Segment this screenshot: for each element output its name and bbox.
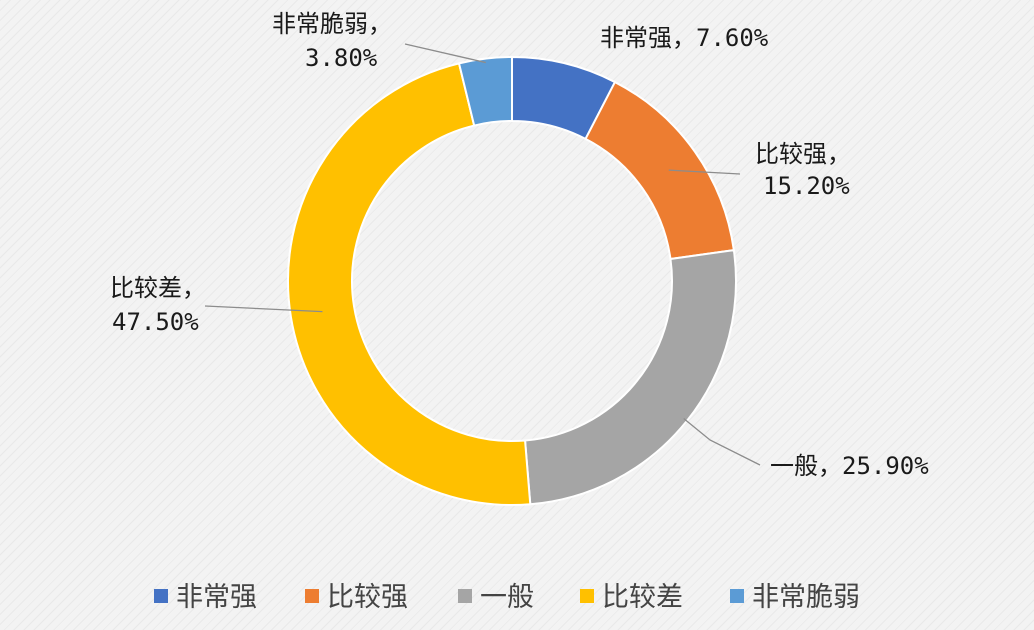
legend-label-average: 一般 bbox=[480, 582, 534, 613]
donut-slices bbox=[287, 55, 737, 506]
data-label-strong-value: 15.20% bbox=[763, 172, 850, 200]
leader-line-strong bbox=[668, 169, 741, 175]
legend-label-very-fragile: 非常脆弱 bbox=[752, 582, 860, 613]
data-label-strong: 比较强， bbox=[755, 140, 851, 168]
legend-label-strong: 比较强 bbox=[327, 582, 408, 613]
data-label-very-strong: 非常强，7.60% bbox=[600, 24, 769, 52]
data-label-poor: 比较差， bbox=[110, 274, 206, 302]
leader-line-average bbox=[683, 418, 761, 466]
legend-swatch-strong bbox=[305, 589, 319, 603]
data-label-poor-value: 47.50% bbox=[112, 308, 199, 336]
leader-line-poor bbox=[204, 305, 323, 313]
data-label-average: 一般，25.90% bbox=[770, 452, 929, 480]
data-labels: 非常强，7.60% 比较强， 15.20% 一般，25.90% 比较差， 47.… bbox=[110, 10, 929, 480]
donut-slice-average bbox=[523, 249, 737, 506]
legend-label-very-strong: 非常强 bbox=[176, 582, 257, 613]
legend-swatch-very-strong bbox=[154, 589, 168, 603]
legend-swatch-average bbox=[458, 589, 472, 603]
legend-swatch-very-fragile bbox=[730, 589, 744, 603]
leader-lines bbox=[204, 43, 761, 466]
legend: 非常强 比较强 一般 比较差 非常脆弱 bbox=[154, 582, 860, 613]
legend-swatch-poor bbox=[580, 589, 594, 603]
donut-slice-poor bbox=[287, 62, 532, 506]
data-label-very-fragile: 非常脆弱， bbox=[272, 10, 392, 38]
legend-label-poor: 比较差 bbox=[602, 582, 683, 613]
data-label-very-fragile-value: 3.80% bbox=[305, 44, 378, 72]
donut-slice-strong bbox=[584, 80, 735, 261]
leader-line-very-fragile bbox=[404, 43, 486, 64]
